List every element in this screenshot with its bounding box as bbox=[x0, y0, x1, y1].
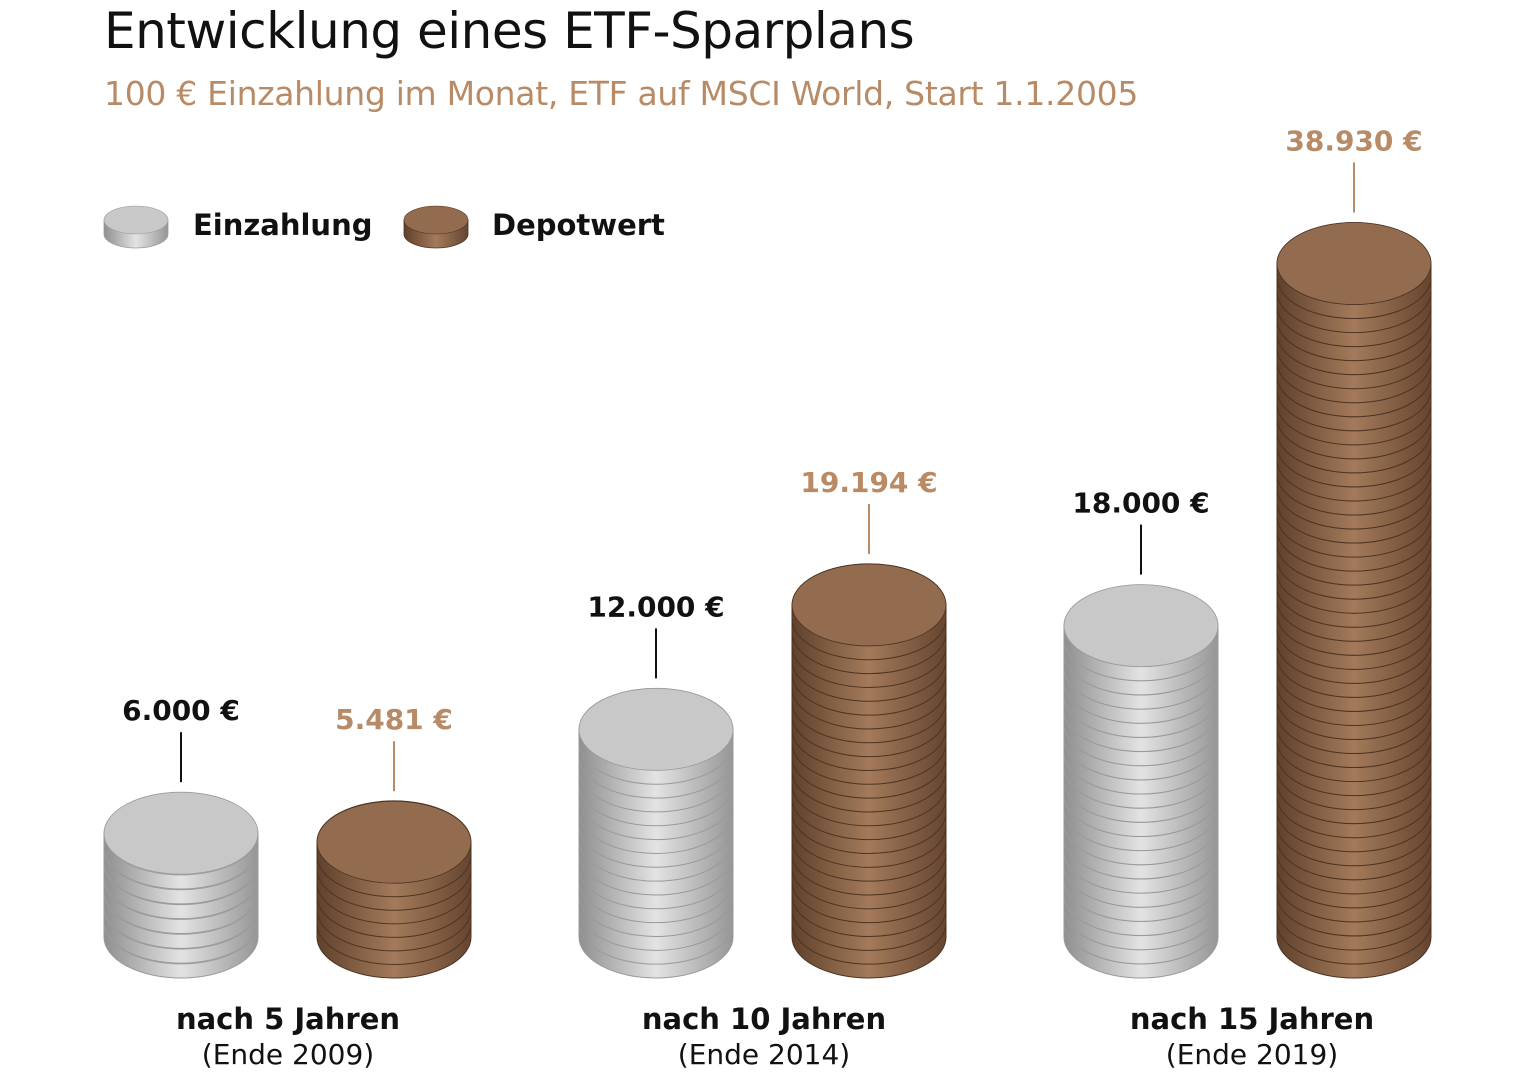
value-label: 12.000 € bbox=[587, 590, 724, 623]
value-label: 6.000 € bbox=[122, 694, 240, 727]
bar-top bbox=[1276, 222, 1432, 305]
value-label: 18.000 € bbox=[1072, 487, 1209, 520]
bar-depotwert-2 bbox=[791, 563, 947, 979]
value-label: 38.930 € bbox=[1285, 125, 1422, 158]
bar-einzahlung-2 bbox=[578, 687, 734, 979]
bar-top bbox=[1063, 584, 1219, 667]
category-label-10-jahre: nach 10 Jahren (Ende 2014) bbox=[594, 1002, 934, 1071]
legend-label-depotwert: Depotwert bbox=[492, 208, 665, 242]
legend-swatch-einzahlung bbox=[103, 205, 169, 249]
bar-depotwert-1 bbox=[316, 800, 472, 979]
value-label: 5.481 € bbox=[335, 703, 453, 736]
category-subtitle: (Ende 2019) bbox=[1165, 1038, 1339, 1071]
category-label-5-jahre: nach 5 Jahren (Ende 2009) bbox=[118, 1002, 458, 1071]
chart-subtitle: 100 € Einzahlung im Monat, ETF auf MSCI … bbox=[104, 74, 1139, 113]
category-title: nach 10 Jahren bbox=[641, 1002, 887, 1036]
category-subtitle: (Ende 2014) bbox=[677, 1038, 851, 1071]
bar-top bbox=[791, 563, 947, 647]
category-title: nach 15 Jahren bbox=[1129, 1002, 1375, 1036]
legend-label-einzahlung: Einzahlung bbox=[193, 208, 373, 242]
legend-swatch-depotwert bbox=[403, 205, 469, 249]
chart-title: Entwicklung eines ETF-Sparplans bbox=[104, 2, 915, 60]
bar-einzahlung-3 bbox=[1063, 584, 1219, 979]
category-label-15-jahre: nach 15 Jahren (Ende 2019) bbox=[1082, 1002, 1422, 1071]
bar-top bbox=[316, 800, 472, 884]
bar-top bbox=[103, 791, 259, 875]
value-label: 19.194 € bbox=[800, 466, 937, 499]
category-subtitle: (Ende 2009) bbox=[201, 1038, 375, 1071]
bar-depotwert-3 bbox=[1276, 222, 1432, 979]
bar-top bbox=[578, 688, 734, 771]
bar-einzahlung-1 bbox=[103, 791, 259, 979]
category-title: nach 5 Jahren bbox=[175, 1002, 401, 1036]
